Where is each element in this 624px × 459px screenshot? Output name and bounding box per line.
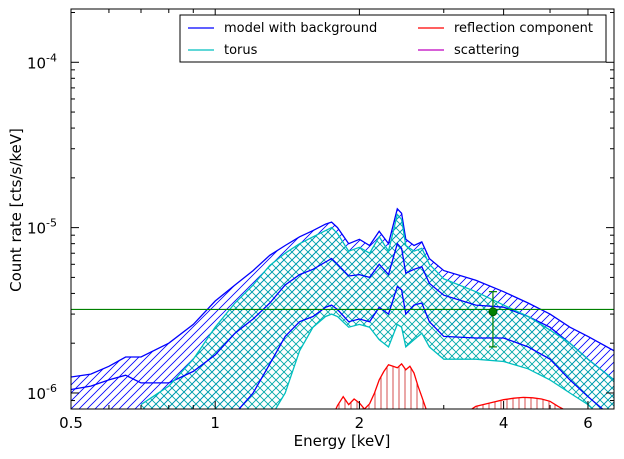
- x-tick-label: 2: [355, 414, 365, 432]
- plot-frame: [70, 8, 615, 410]
- data-point-marker: [488, 307, 498, 317]
- lines-layer: [71, 207, 614, 409]
- legend-label: torus: [224, 43, 258, 58]
- reflection-component-band-3: [471, 397, 564, 409]
- x-tick-label: 4: [499, 414, 509, 432]
- y-axis-label: Count rate [cts/s/keV]: [7, 128, 25, 292]
- x-tick-label: 0.5: [59, 414, 83, 432]
- legend-label: reflection component: [454, 21, 593, 36]
- model-with-background-upper-line-0: [71, 207, 614, 378]
- model-with-background-lower-line-0: [238, 285, 604, 409]
- axis-ticks: 0.5 1 2 4 6 10-6 10-5 10-4: [27, 9, 614, 432]
- data-point-group: [488, 291, 498, 348]
- legend-box: [179, 14, 607, 63]
- reflection-component-upper-line-3: [470, 396, 565, 409]
- y-tick-label: 10-6: [27, 382, 57, 403]
- x-axis-label: Energy [keV]: [294, 432, 391, 450]
- reflection-component-upper-line-2: [335, 362, 427, 409]
- model-with-background-mid-line-0: [71, 242, 614, 391]
- legend-label: scattering: [454, 43, 520, 58]
- torus-upper-line-1: [140, 213, 614, 406]
- x-tick-label: 1: [210, 414, 220, 432]
- y-tick-label: 10-5: [27, 217, 57, 238]
- y-tick-label: 10-4: [27, 51, 57, 72]
- reflection-component-band-2: [335, 363, 427, 409]
- x-tick-label: 6: [583, 414, 593, 432]
- legend-label: model with background: [224, 21, 377, 36]
- torus-lower-line-1: [274, 313, 594, 409]
- legend: model with background reflection componen…: [179, 14, 607, 63]
